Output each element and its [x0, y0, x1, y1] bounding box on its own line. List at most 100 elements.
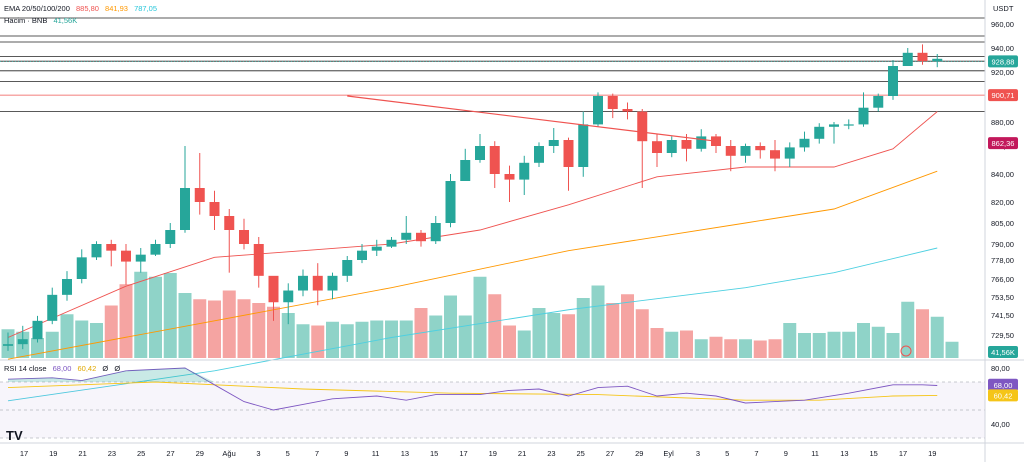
- volume-bars-layer: [1, 271, 959, 358]
- volume-bar: [488, 294, 502, 358]
- price-tick-label: 920,00: [991, 68, 1014, 77]
- candle-body: [873, 96, 884, 108]
- time-tick-label: 17: [20, 449, 28, 458]
- candle-body: [563, 140, 574, 167]
- volume-bar: [134, 271, 148, 358]
- volume-bar: [385, 320, 398, 358]
- candle-body: [371, 246, 382, 251]
- candle-body: [135, 254, 146, 262]
- volume-bar: [916, 309, 929, 358]
- candle-body: [106, 244, 117, 251]
- ema-lines-layer: [7, 111, 938, 402]
- rsi-legend-value: 68,00: [52, 364, 72, 373]
- candle-body: [858, 107, 869, 125]
- candle-body: [76, 257, 87, 279]
- candle-body: [917, 52, 928, 62]
- volume-bar: [149, 276, 162, 358]
- rsi-ma-legend-value: 60,42: [77, 364, 97, 373]
- volume-bar: [237, 299, 251, 358]
- time-tick-label: 27: [606, 449, 614, 458]
- candle-body: [165, 230, 176, 244]
- candle-body: [548, 140, 559, 146]
- ema-legend-label: EMA 20/50/100/200: [4, 4, 70, 13]
- level-dark-badge-bg: [988, 137, 1018, 150]
- ema100-value: 787,05: [134, 4, 158, 13]
- volume-bar: [562, 314, 575, 358]
- time-tick-label: 27: [166, 449, 174, 458]
- volume-bar: [532, 308, 546, 358]
- volume-bar: [45, 331, 59, 358]
- rsi-value-badge: 68,00: [988, 378, 1018, 391]
- time-tick-label: 21: [78, 449, 86, 458]
- candle-body: [17, 339, 28, 345]
- candle-body: [888, 66, 898, 96]
- trendline: [347, 95, 717, 142]
- rsi-panel: 80,00 40,00: [0, 364, 1010, 439]
- last-price-badge-bg: [988, 55, 1018, 68]
- candle-body: [445, 181, 456, 223]
- candle-body: [784, 147, 795, 159]
- candle-body: [430, 223, 441, 242]
- volume-bar: [517, 330, 531, 358]
- price-tick-label: 778,00: [991, 256, 1014, 265]
- rsi-ma-badge-bg: [988, 389, 1018, 402]
- candle-body: [740, 146, 751, 156]
- volume-bar: [429, 315, 443, 358]
- volume-bar: [281, 313, 295, 358]
- volume-bar: [340, 324, 354, 358]
- time-tick-label: 5: [286, 449, 290, 458]
- level-dark-badge: 862,36: [988, 137, 1018, 150]
- volume-bar: [724, 339, 738, 358]
- candle-body: [814, 126, 825, 139]
- candle-body: [3, 344, 13, 346]
- last-price-badge-text: 928,88: [992, 57, 1015, 66]
- trendline-layer: [347, 95, 717, 142]
- volume-bar: [473, 276, 487, 358]
- candle-body: [637, 111, 648, 142]
- volume-bar: [739, 339, 752, 358]
- volume-legend-label: Hacim · BNB: [4, 16, 48, 25]
- candle-body: [91, 244, 102, 258]
- volume-bar: [842, 331, 856, 358]
- time-tick-label: 3: [696, 449, 700, 458]
- volume-bar: [857, 323, 870, 358]
- volume-bar: [503, 325, 516, 358]
- candle-body: [312, 275, 323, 291]
- candle-body: [652, 141, 662, 153]
- time-tick-label: 17: [899, 449, 907, 458]
- rsi-legend-extra-1: Ø: [102, 364, 109, 373]
- time-tick-label: 9: [784, 449, 788, 458]
- price-tick-label: 960,00: [991, 20, 1014, 29]
- volume-bar: [635, 309, 649, 358]
- price-tick-label: 880,00: [991, 118, 1014, 127]
- volume-bar: [886, 333, 900, 358]
- time-tick-label: Ağu: [222, 449, 235, 458]
- candle-body: [799, 138, 810, 148]
- candle-body: [755, 146, 766, 151]
- rsi-legend: RSI 14 close 68,00 60,42 Ø Ø: [4, 364, 124, 373]
- tradingview-logo: TV: [6, 428, 23, 443]
- volume-bar: [208, 300, 221, 358]
- volume-bar: [709, 336, 723, 358]
- candle-body: [121, 250, 131, 262]
- candle-body: [696, 136, 707, 149]
- time-tick-label: 13: [401, 449, 409, 458]
- rsi-ma-badge: 60,42: [988, 389, 1018, 402]
- candle-body: [534, 146, 544, 163]
- time-tick-label: 13: [840, 449, 848, 458]
- volume-bar: [370, 320, 384, 358]
- candle-body: [932, 58, 943, 62]
- ema50-line: [7, 170, 938, 360]
- rsi-value-badge-text: 68,00: [994, 381, 1013, 390]
- candle-body: [475, 146, 485, 160]
- volume-bar: [606, 303, 620, 358]
- candle-body: [386, 239, 397, 247]
- price-tick-label: 820,00: [991, 198, 1014, 207]
- candle-body: [622, 109, 633, 112]
- candle-body: [504, 174, 515, 180]
- ema20-value: 885,80: [75, 4, 99, 13]
- candle-body: [357, 250, 367, 260]
- candle-body: [209, 202, 220, 216]
